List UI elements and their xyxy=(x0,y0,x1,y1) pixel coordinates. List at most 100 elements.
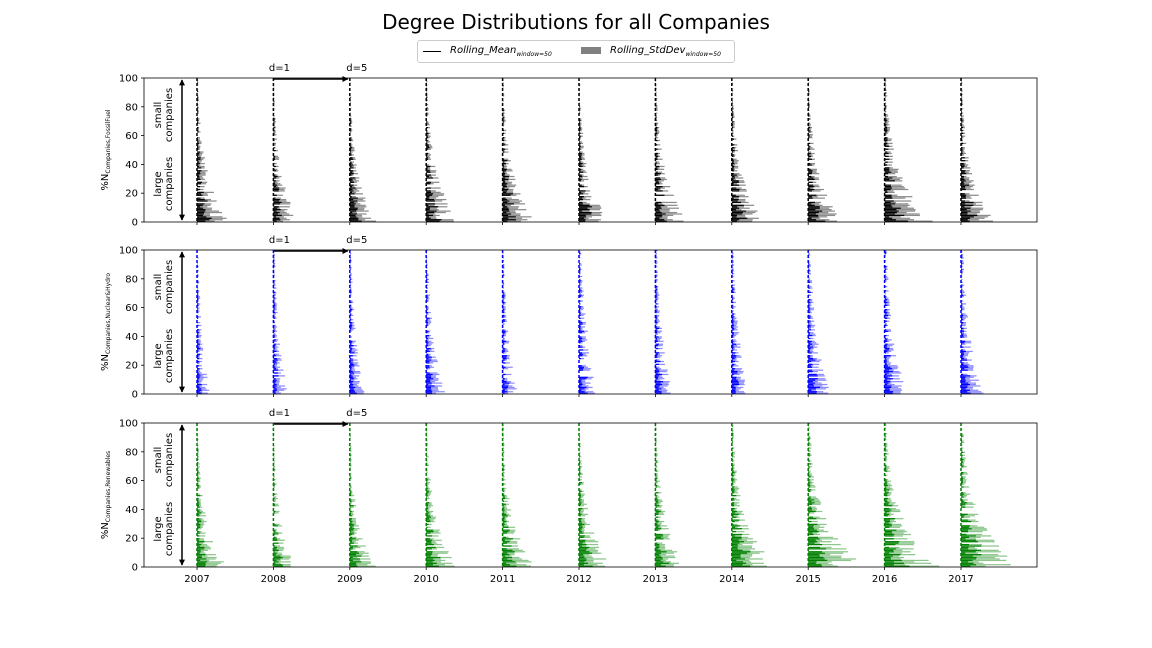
std-bar xyxy=(961,564,1011,566)
mean-bar xyxy=(349,383,354,386)
mean-bar xyxy=(197,565,206,567)
mean-bar xyxy=(349,174,352,176)
std-bar xyxy=(426,532,441,534)
std-bar xyxy=(655,314,660,317)
mean-bar xyxy=(502,339,504,341)
mean-bar xyxy=(808,204,815,206)
mean-bar xyxy=(731,555,741,557)
mean-bar xyxy=(502,355,508,357)
std-bar xyxy=(273,203,291,205)
std-bar xyxy=(655,217,668,219)
std-bar xyxy=(731,216,746,218)
std-bar xyxy=(808,347,814,350)
std-bar xyxy=(884,86,886,88)
std-bar xyxy=(273,561,291,563)
std-bar xyxy=(349,375,360,377)
std-bar xyxy=(655,332,661,334)
mean-bar xyxy=(731,214,737,217)
std-bar xyxy=(426,198,447,201)
std-bar xyxy=(349,173,358,175)
std-bar xyxy=(197,330,200,332)
mean-bar xyxy=(502,558,508,560)
mean-bar xyxy=(579,378,587,380)
std-bar xyxy=(349,283,351,285)
mean-bar xyxy=(579,510,581,513)
mean-bar xyxy=(731,505,735,507)
mean-bar xyxy=(731,526,736,528)
std-bar xyxy=(655,495,659,497)
mean-bar xyxy=(349,96,351,98)
std-bar xyxy=(884,369,894,371)
year-group-2011 xyxy=(501,423,532,567)
std-bar xyxy=(349,161,355,163)
mean-bar xyxy=(579,135,581,137)
mean-bar xyxy=(579,268,581,270)
mean-bar xyxy=(502,194,511,196)
mean-bar xyxy=(884,368,893,370)
std-bar xyxy=(884,446,888,448)
mean-bar xyxy=(273,177,277,179)
std-bar xyxy=(731,320,738,322)
std-bar xyxy=(273,162,277,165)
mean-bar xyxy=(731,106,733,109)
mean-bar xyxy=(579,543,587,546)
mean-bar xyxy=(426,190,431,192)
std-bar xyxy=(655,167,660,169)
std-bar xyxy=(349,220,377,222)
std-bar xyxy=(579,559,594,562)
mean-bar xyxy=(808,213,816,215)
std-bar xyxy=(731,275,734,278)
std-bar xyxy=(961,363,970,365)
std-bar xyxy=(349,539,359,541)
mean-bar xyxy=(655,460,657,462)
mean-bar xyxy=(273,254,275,256)
mean-bar xyxy=(349,190,354,192)
mean-bar xyxy=(349,329,352,331)
mean-bar xyxy=(808,151,809,153)
mean-bar xyxy=(808,373,817,376)
std-bar xyxy=(273,300,276,302)
std-bar xyxy=(197,538,204,540)
std-bar xyxy=(731,314,735,317)
mean-bar xyxy=(349,526,353,528)
mean-bar xyxy=(808,564,822,566)
y-tick-label: 100 xyxy=(119,419,138,430)
y-tick-label: 40 xyxy=(125,332,138,343)
std-bar xyxy=(961,119,965,121)
std-bar xyxy=(808,385,823,387)
std-bar xyxy=(884,523,902,526)
mean-bar xyxy=(502,316,505,318)
std-bar xyxy=(273,142,277,145)
mean-bar xyxy=(808,268,809,270)
std-bar xyxy=(197,118,200,120)
mean-bar xyxy=(655,496,657,498)
mean-bar xyxy=(349,355,353,357)
mean-bar xyxy=(655,389,659,391)
mean-bar xyxy=(808,486,811,488)
std-bar xyxy=(579,545,587,547)
std-bar xyxy=(502,539,511,541)
std-bar xyxy=(197,389,210,391)
std-bar xyxy=(655,382,669,384)
mean-bar xyxy=(426,383,429,386)
mean-bar xyxy=(426,503,429,505)
std-bar xyxy=(961,539,995,541)
std-bar xyxy=(197,466,200,468)
std-bar xyxy=(808,389,816,391)
mean-bar xyxy=(808,209,816,211)
mean-bar xyxy=(808,309,810,311)
mean-bar xyxy=(808,476,811,478)
std-bar xyxy=(884,96,886,98)
std-bar xyxy=(273,301,276,304)
annotation-d5: d=5 xyxy=(346,408,367,419)
mean-bar xyxy=(349,522,352,524)
std-bar xyxy=(731,177,744,179)
mean-bar xyxy=(349,389,355,391)
mean-bar xyxy=(961,383,970,386)
std-bar xyxy=(731,194,745,196)
std-bar xyxy=(884,187,906,189)
mean-bar xyxy=(961,546,969,549)
std-bar xyxy=(502,516,508,518)
mean-bar xyxy=(273,213,278,215)
std-bar xyxy=(502,142,506,145)
